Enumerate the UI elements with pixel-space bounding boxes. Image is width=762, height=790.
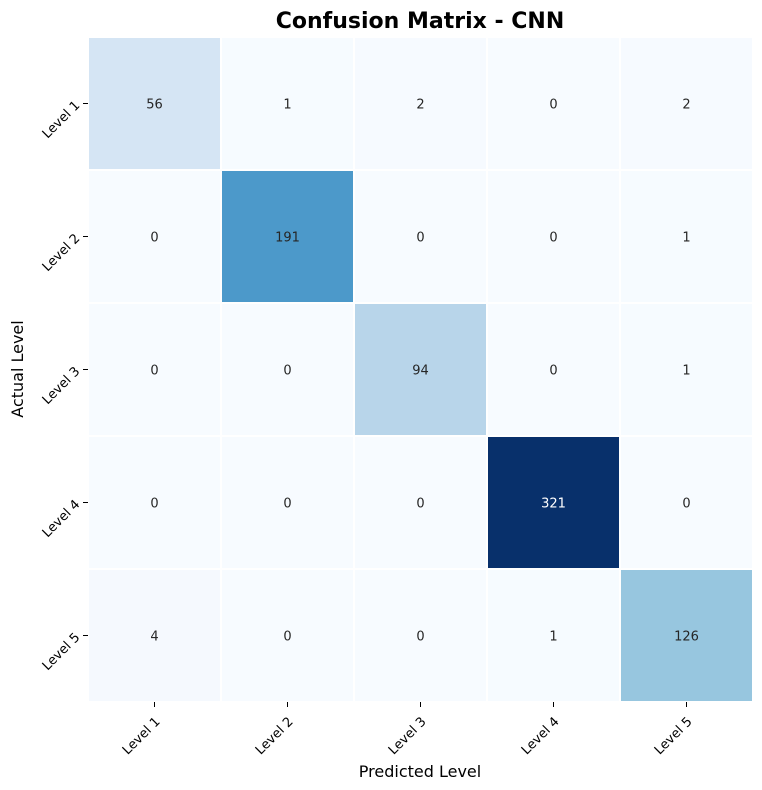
cell-value-label: 0 xyxy=(283,364,291,379)
y-axis-label: Actual Level xyxy=(8,320,27,417)
cell-value-label: 0 xyxy=(549,98,557,113)
heatmap-cell xyxy=(488,437,619,568)
x-tick-label: Level 5 xyxy=(652,714,696,758)
heatmap-cell xyxy=(621,304,752,435)
x-tick-label: Level 4 xyxy=(519,714,563,758)
cell-value-label: 0 xyxy=(416,630,424,645)
heatmap-cell xyxy=(222,570,353,701)
x-tick-label: Level 3 xyxy=(386,714,430,758)
heatmap-cell xyxy=(355,437,486,568)
heatmap-cell xyxy=(222,171,353,302)
heatmap-cell xyxy=(621,570,752,701)
cell-value-label: 0 xyxy=(283,497,291,512)
heatmap-cell xyxy=(355,570,486,701)
y-tick-label: Level 4 xyxy=(40,497,84,541)
cell-value-label: 0 xyxy=(416,497,424,512)
heatmap-cell xyxy=(222,304,353,435)
heatmap-cell xyxy=(621,437,752,568)
cell-value-label: 1 xyxy=(682,231,690,246)
y-tick-label: Level 3 xyxy=(40,364,84,408)
y-axis-ticks: Level 1 Level 2 Level 3 Level 4 Level 5 xyxy=(40,98,88,674)
cell-value-label: 126 xyxy=(674,630,699,645)
heatmap-cell xyxy=(488,171,619,302)
heatmap-cell xyxy=(488,570,619,701)
y-tick-label: Level 2 xyxy=(40,231,84,275)
heatmap-cell xyxy=(488,38,619,169)
heatmap-cell xyxy=(355,171,486,302)
cell-value-label: 0 xyxy=(150,364,158,379)
cell-value-label: 2 xyxy=(416,98,424,113)
x-tick-label: Level 1 xyxy=(120,714,164,758)
cell-value-label: 94 xyxy=(412,364,429,379)
heatmap-cell xyxy=(355,304,486,435)
cell-value-label: 0 xyxy=(283,630,291,645)
cell-value-label: 1 xyxy=(549,630,557,645)
heatmap-cells: 56 1 2 0 2 0 191 0 0 1 0 0 94 0 1 0 0 0 321 0 4 0 0 1 126 xyxy=(89,38,752,701)
chart-title: Confusion Matrix - CNN xyxy=(276,9,564,34)
heatmap-cell xyxy=(355,38,486,169)
cell-value-label: 321 xyxy=(541,497,566,512)
heatmap-cell xyxy=(89,38,220,169)
cell-value-label: 1 xyxy=(283,98,291,113)
heatmap-cell xyxy=(621,38,752,169)
cell-value-label: 0 xyxy=(150,497,158,512)
x-tick-label: Level 2 xyxy=(253,714,297,758)
heatmap-cell xyxy=(89,570,220,701)
cell-value-label: 4 xyxy=(150,630,158,645)
heatmap-cell xyxy=(89,437,220,568)
x-axis-label: Predicted Level xyxy=(359,762,481,781)
y-tick-label: Level 5 xyxy=(40,630,84,674)
cell-value-label: 0 xyxy=(549,231,557,246)
y-tick-label: Level 1 xyxy=(40,98,84,142)
heatmap-cell xyxy=(621,171,752,302)
cell-value-label: 2 xyxy=(682,98,690,113)
x-axis-ticks: Level 1 Level 2 Level 3 Level 4 Level 5 xyxy=(120,702,696,758)
heatmap-cell xyxy=(488,304,619,435)
heatmap-cell xyxy=(89,171,220,302)
cell-value-label: 0 xyxy=(549,364,557,379)
cell-value-label: 191 xyxy=(275,231,300,246)
heatmap-cell xyxy=(89,304,220,435)
heatmap-cell xyxy=(222,437,353,568)
cell-value-label: 0 xyxy=(682,497,690,512)
heatmap-cell xyxy=(222,38,353,169)
cell-value-label: 56 xyxy=(146,98,163,113)
cell-value-label: 0 xyxy=(416,231,424,246)
cell-value-label: 0 xyxy=(150,231,158,246)
cell-value-label: 1 xyxy=(682,364,690,379)
